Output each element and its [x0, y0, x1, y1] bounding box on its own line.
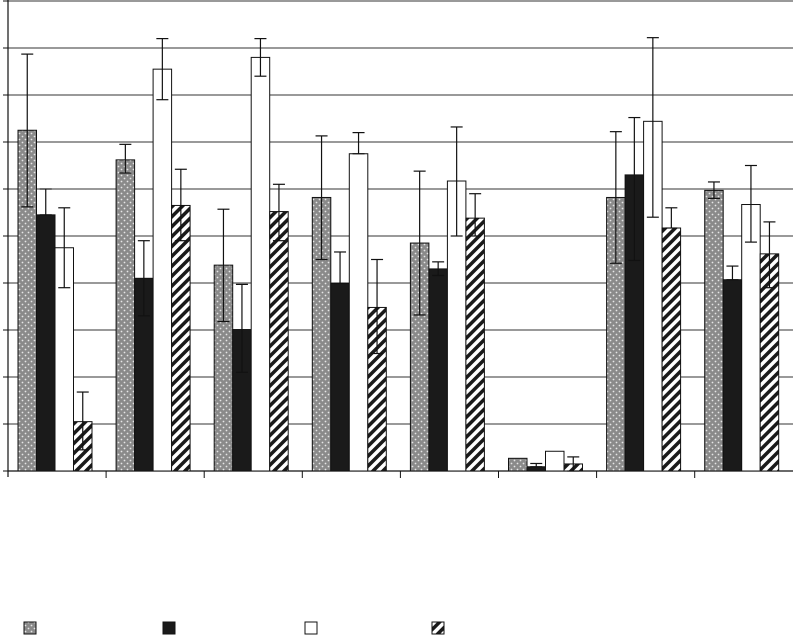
legend-swatch [304, 621, 318, 635]
bar [545, 450, 565, 472]
bar [348, 153, 369, 472]
bar [152, 68, 173, 472]
bar [36, 214, 56, 472]
bar [115, 159, 136, 472]
legend-swatch [23, 621, 37, 635]
bar [171, 204, 191, 472]
bar [508, 457, 528, 472]
legend-swatch [431, 621, 445, 635]
error-bars [21, 37, 776, 472]
legend [23, 621, 445, 635]
legend-swatch [162, 621, 176, 635]
bar [704, 189, 724, 472]
bar [428, 268, 448, 472]
bar [526, 466, 546, 472]
bar [269, 211, 289, 472]
bar [330, 282, 350, 472]
bar [741, 204, 761, 472]
bar [661, 227, 682, 472]
bar [250, 56, 271, 472]
bar [722, 279, 743, 472]
bars [17, 56, 780, 472]
bar [465, 217, 485, 472]
